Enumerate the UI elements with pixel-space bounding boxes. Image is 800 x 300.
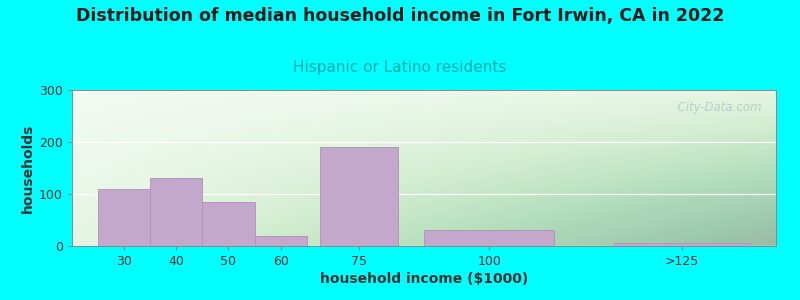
Text: City-Data.com: City-Data.com xyxy=(670,101,762,114)
Y-axis label: households: households xyxy=(21,123,35,213)
Bar xyxy=(614,243,750,246)
Bar xyxy=(202,202,254,246)
Bar xyxy=(320,147,398,246)
Bar xyxy=(98,189,150,246)
X-axis label: household income ($1000): household income ($1000) xyxy=(320,272,528,286)
Bar xyxy=(424,230,554,246)
Bar xyxy=(254,236,306,246)
Bar xyxy=(150,178,202,246)
Text: Hispanic or Latino residents: Hispanic or Latino residents xyxy=(294,60,506,75)
Text: Distribution of median household income in Fort Irwin, CA in 2022: Distribution of median household income … xyxy=(76,8,724,26)
